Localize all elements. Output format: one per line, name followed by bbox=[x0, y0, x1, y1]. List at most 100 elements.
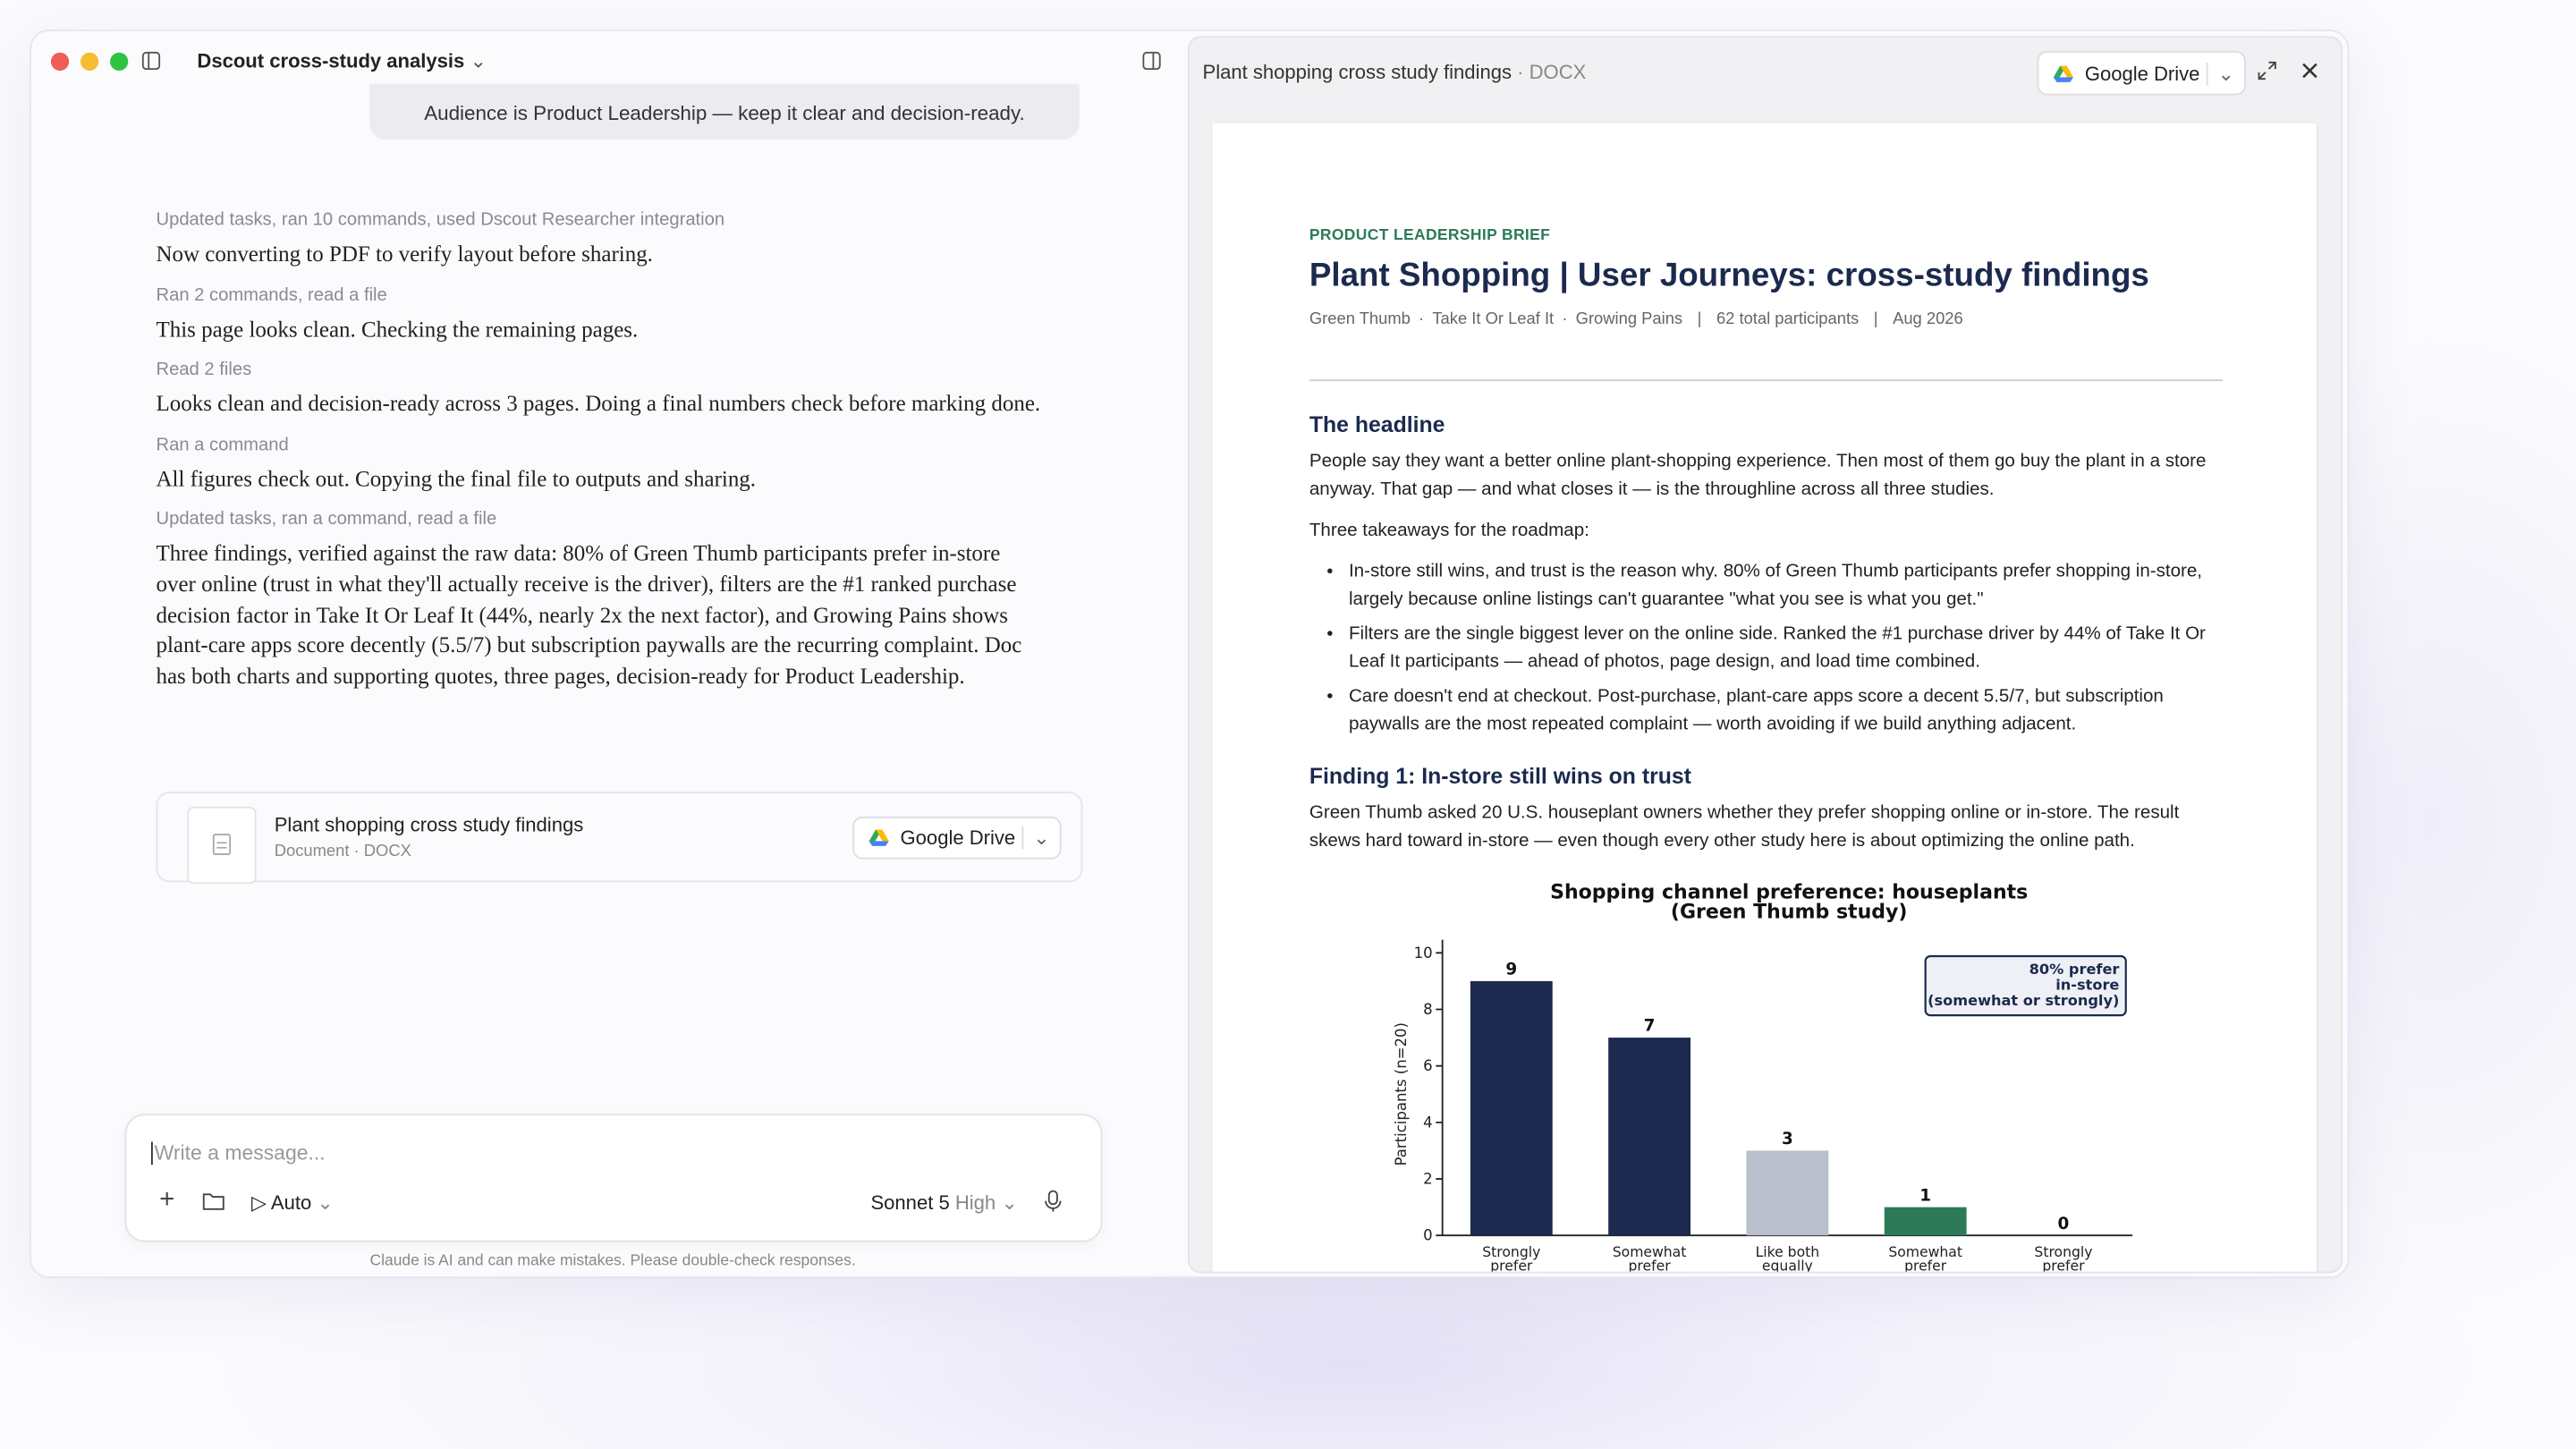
bar bbox=[1470, 980, 1553, 1236]
eyebrow: PRODUCT LEADERSHIP BRIEF bbox=[1309, 226, 1551, 245]
annotation: (somewhat or strongly) bbox=[1928, 992, 2119, 1009]
paragraph: Green Thumb asked 20 U.S. houseplant own… bbox=[1309, 803, 2180, 852]
bar bbox=[1884, 1207, 1967, 1236]
model-label: Sonnet 5 bbox=[870, 1191, 950, 1215]
expand-button[interactable] bbox=[2258, 61, 2277, 80]
attachment-name: Plant shopping cross study findings bbox=[274, 813, 584, 836]
annotation: 80% prefer bbox=[2029, 961, 2120, 978]
close-dot[interactable] bbox=[50, 52, 70, 71]
section-title: The headline bbox=[1309, 412, 1445, 437]
panel-title: Plant shopping cross study findings · DO… bbox=[1202, 60, 1587, 84]
drive-icon bbox=[869, 829, 889, 846]
share-label: Google Drive bbox=[900, 826, 1016, 850]
attachment-type: Document · DOCX bbox=[274, 843, 411, 861]
study-name: Take It Or Leaf It bbox=[1432, 310, 1555, 329]
mic-button[interactable] bbox=[1043, 1190, 1063, 1215]
separator: | bbox=[1697, 310, 1702, 329]
value-label: 7 bbox=[1644, 1017, 1656, 1036]
folder-button[interactable] bbox=[202, 1191, 225, 1211]
bar bbox=[1608, 1038, 1691, 1236]
step-meta: Updated tasks, ran 10 commands, used Dsc… bbox=[156, 210, 725, 231]
close-button[interactable] bbox=[2300, 61, 2319, 80]
step-text: Three findings, verified against the raw… bbox=[156, 540, 1022, 689]
step-text: This page looks clean. Checking the rema… bbox=[156, 316, 639, 342]
y-tick-label: 0 bbox=[1423, 1227, 1433, 1244]
takeaway: Filters are the single biggest lever on … bbox=[1349, 621, 2223, 676]
section-title: Finding 1: In-store still wins on trust bbox=[1309, 764, 1691, 789]
quote-text: Audience is Product Leadership — keep it… bbox=[424, 101, 1025, 125]
annotation: in-store bbox=[2055, 977, 2119, 994]
annotation-box bbox=[1924, 954, 2127, 1017]
step-meta: Updated tasks, ran a command, read a fil… bbox=[156, 510, 497, 530]
date: Aug 2026 bbox=[1893, 310, 1963, 329]
step-meta: Read 2 files bbox=[156, 360, 252, 380]
attachment-format: DOCX bbox=[363, 843, 411, 861]
title-text: Dscout cross-study analysis bbox=[197, 49, 465, 72]
takeaway: Care doesn't end at checkout. Post-purch… bbox=[1349, 683, 2223, 739]
value-label: 9 bbox=[1505, 961, 1517, 979]
attachment-card[interactable]: Plant shopping cross study findings Docu… bbox=[156, 792, 1083, 885]
window-title[interactable]: Dscout cross-study analysis ⌄ bbox=[197, 49, 487, 72]
chat-steps: Updated tasks, ran 10 commands, used Dsc… bbox=[156, 196, 1043, 692]
separator: | bbox=[1873, 310, 1878, 329]
mode-label: Auto bbox=[270, 1191, 312, 1215]
value-label: 1 bbox=[1919, 1186, 1931, 1205]
share-button[interactable]: Google Drive ⌄ bbox=[2037, 50, 2246, 96]
panel-toggle[interactable] bbox=[1142, 51, 1162, 71]
doc-heading: Plant Shopping | User Journeys: cross-st… bbox=[1309, 258, 2149, 294]
attachment-kind: Document bbox=[274, 843, 350, 861]
x-tick-label: Like both bbox=[1756, 1244, 1820, 1260]
zoom-dot[interactable] bbox=[110, 52, 129, 71]
y-tick-label: 10 bbox=[1414, 945, 1433, 962]
y-axis-label: Participants (n=20) bbox=[1393, 1022, 1410, 1165]
x-tick-label: Somewhat bbox=[1888, 1244, 1962, 1260]
separator: · bbox=[1562, 310, 1568, 329]
step-meta: Ran a command bbox=[156, 435, 289, 455]
doc-meta: Green Thumb · Take It Or Leaf It · Growing P… bbox=[1309, 306, 2223, 334]
y-tick-label: 4 bbox=[1423, 1114, 1433, 1131]
chart-title: Shopping channel preference: houseplants bbox=[1550, 882, 2028, 904]
x-tick-label: prefer bbox=[1904, 1258, 1947, 1274]
separator: · bbox=[1419, 310, 1425, 329]
x-tick-label: Strongly bbox=[1482, 1244, 1540, 1260]
takeaway: In-store still wins, and trust is the re… bbox=[1349, 558, 2223, 614]
model-selector[interactable]: Sonnet 5 High ⌄ bbox=[870, 1191, 1018, 1215]
step-text: Looks clean and decision-ready across 3 … bbox=[156, 391, 1041, 417]
quoted-message: Audience is Product Leadership — keep it… bbox=[369, 83, 1080, 140]
document-body: PRODUCT LEADERSHIP BRIEF Plant Shopping … bbox=[1309, 222, 2224, 869]
study-name: Growing Pains bbox=[1575, 310, 1683, 329]
doc-name: Plant shopping cross study findings bbox=[1202, 60, 1512, 84]
y-tick-label: 8 bbox=[1423, 1001, 1433, 1018]
x-tick-label: prefer bbox=[1629, 1258, 1672, 1274]
document-panel: Plant shopping cross study findings · DO… bbox=[1187, 36, 2343, 1274]
x-tick-label: Somewhat bbox=[1613, 1244, 1687, 1260]
sidebar-toggle[interactable] bbox=[141, 51, 161, 71]
value-label: 0 bbox=[2058, 1215, 2070, 1233]
x-tick-label: prefer bbox=[1490, 1258, 1533, 1274]
message-input[interactable]: Write a message... bbox=[150, 1141, 326, 1165]
chart-title: (Green Thumb study) bbox=[1671, 902, 1908, 924]
x-tick-label: equally bbox=[1762, 1258, 1813, 1274]
paragraph: People say they want a better online pla… bbox=[1309, 452, 2207, 500]
add-button[interactable]: + bbox=[159, 1186, 175, 1215]
mode-selector[interactable]: ▷ Auto ⌄ bbox=[251, 1191, 334, 1215]
value-label: 3 bbox=[1782, 1130, 1793, 1148]
y-tick-label: 6 bbox=[1423, 1057, 1433, 1074]
paragraph: Three takeaways for the roadmap: bbox=[1309, 521, 1589, 541]
x-tick-label: Strongly bbox=[2034, 1244, 2092, 1260]
file-icon bbox=[187, 806, 257, 885]
disclaimer: Claude is AI and can make mistakes. Plea… bbox=[369, 1251, 856, 1270]
participants: 62 total participants bbox=[1716, 310, 1860, 329]
x-tick-label: prefer bbox=[2042, 1258, 2085, 1274]
effort-label: High bbox=[954, 1191, 996, 1215]
composer: Write a message... + ▷ Auto ⌄ Sonnet 5 H… bbox=[124, 1114, 1103, 1242]
minimize-dot[interactable] bbox=[80, 52, 99, 71]
divider bbox=[1309, 379, 2224, 382]
step-text: Now converting to PDF to verify layout b… bbox=[156, 242, 653, 267]
share-button[interactable]: Google Drive ⌄ bbox=[852, 816, 1062, 860]
document-page: PRODUCT LEADERSHIP BRIEF Plant Shopping … bbox=[1212, 123, 2317, 1274]
step-meta: Ran 2 commands, read a file bbox=[156, 284, 387, 305]
y-tick-label: 2 bbox=[1423, 1171, 1433, 1188]
study-name: Green Thumb bbox=[1309, 310, 1411, 329]
